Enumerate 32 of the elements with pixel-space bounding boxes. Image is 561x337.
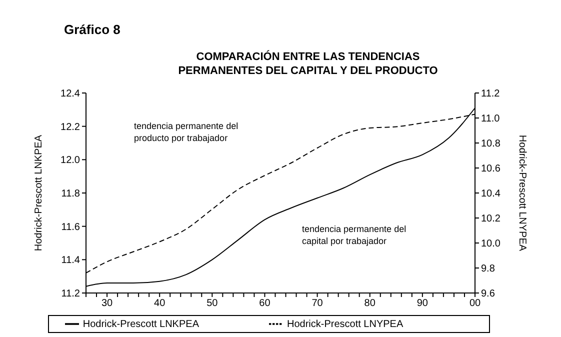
y2-tick-label: 9.8 [481,264,496,275]
x-tick-label: 60 [259,298,271,310]
x-tick-label: 00 [469,298,481,310]
y2-axis-title: Hodrick-Prescott LNYPEA [516,134,528,252]
y2-tick-label: 10.6 [481,164,501,175]
y2-tick-label: 10.8 [481,138,501,150]
y2-tick-label: 9.6 [481,288,496,300]
y-axis-title: Hodrick-Prescott LNKPEA [34,134,45,252]
y-tick-label: 12.2 [60,122,80,133]
y2-tick-label: 10.2 [481,214,501,225]
x-tick-label: 40 [154,298,166,310]
y2-tick-label: 11.2 [481,88,500,100]
text: Gráfico 8 [64,22,120,37]
y2-tick-label: 10.4 [481,188,501,200]
y2-tick-label: 10.0 [481,238,501,250]
legend-label: Hodrick-Prescott LNYPEA [287,318,404,330]
y-tick-label: 12.0 [60,155,80,166]
annotation: tendencia permanente del producto por trabajador [134,120,238,144]
x-tick-label: 80 [364,298,376,310]
y-tick-label: 11.6 [61,222,80,233]
x-tick-label: 90 [416,298,428,310]
y-tick-label: 11.8 [61,188,80,200]
x-tick-label: 70 [312,298,324,310]
y-tick-label: 11.4 [61,255,80,266]
legend-label: Hodrick-Prescott LNKPEA [82,318,199,330]
y-tick-label: 12.4 [60,88,80,100]
x-tick-label: 50 [206,298,218,310]
y-tick-label: 11.2 [61,288,80,300]
y2-tick-label: 11.0 [481,114,500,125]
x-tick-label: 30 [101,298,114,310]
annotation: tendencia permanente del capital por trabajador [302,223,406,247]
chart-title: COMPARACIÓN ENTRE LAS TENDENCIAS PERMANENTES DEL CAPITAL Y DEL PRODUCTO [177,50,439,78]
